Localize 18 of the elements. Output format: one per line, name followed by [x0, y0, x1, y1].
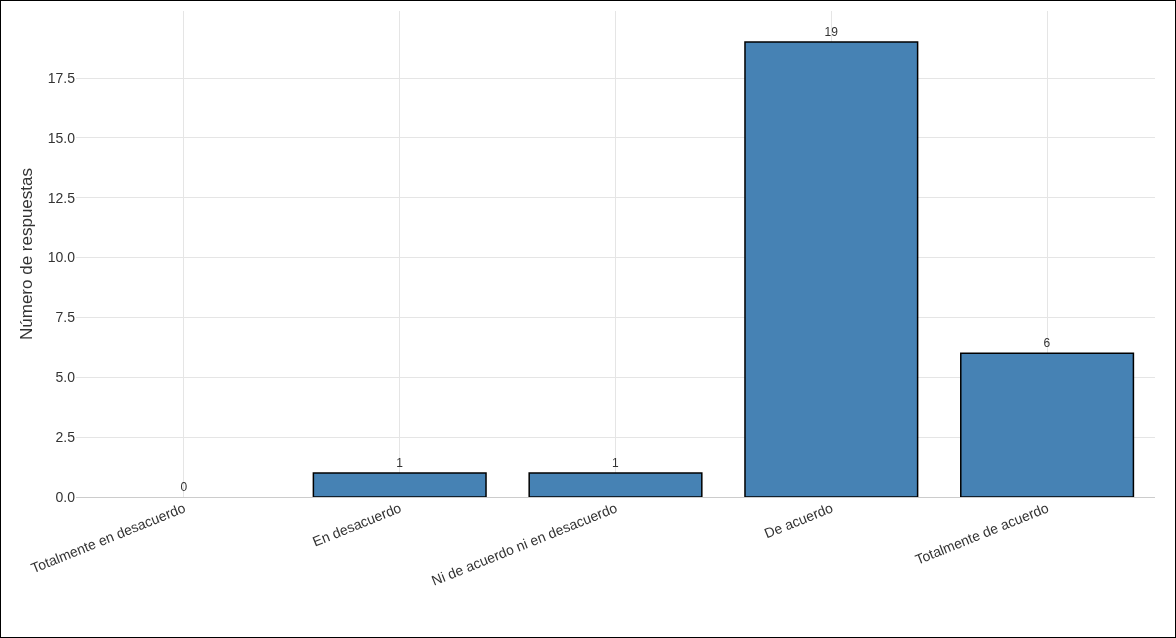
bar	[312, 472, 487, 497]
y-tick-label: 7.5	[55, 309, 76, 326]
y-tick-label: 2.5	[55, 429, 76, 446]
data-label: 1	[612, 456, 619, 471]
y-tick-label: 12.5	[47, 189, 76, 206]
data-label: 1	[396, 456, 404, 471]
y-tick-label: 5.0	[55, 369, 76, 386]
bar	[960, 352, 1135, 497]
y-axis-title: Número de respuestas	[17, 168, 36, 340]
data-label: 19	[824, 25, 839, 40]
y-tick-label: 0.0	[55, 488, 76, 505]
y-tick-label: 17.5	[47, 69, 76, 86]
data-label: 6	[1043, 336, 1051, 351]
y-tick-label: 10.0	[47, 249, 76, 266]
bar	[528, 472, 703, 497]
bar	[744, 41, 919, 497]
y-tick-label: 15.0	[47, 129, 76, 146]
data-label: 0	[180, 480, 188, 494]
